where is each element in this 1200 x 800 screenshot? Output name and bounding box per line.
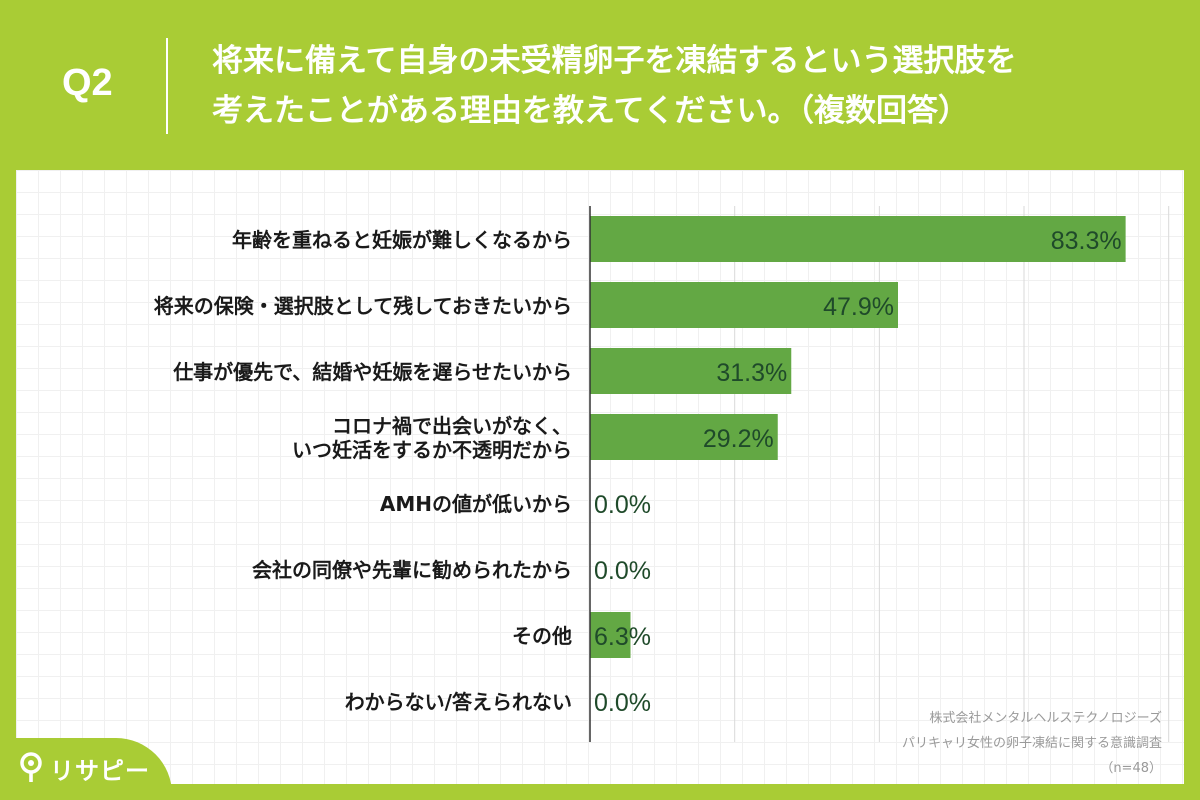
- category-label-1: 年齢を重ねると妊娠が難しくなるから: [232, 228, 572, 252]
- value-label-1: 83.3%: [1051, 227, 1122, 255]
- source-sample-size: （n=48）: [1100, 761, 1162, 776]
- header: Q2 将来に備えて自身の未受精卵子を凍結するという選択肢を 考えたことがある理由…: [0, 0, 1200, 170]
- logo-tab: [0, 738, 172, 800]
- category-label-5: AMHの値が低いから: [380, 492, 572, 516]
- chart-panel: 83.3% 年齢を重ねると妊娠が難しくなるから 47.9% 将来の保険・選択肢として残…: [16, 170, 1184, 784]
- question-title-line-2: 考えたことがある理由を教えてください。（複数回答）: [212, 93, 970, 129]
- logo: リサピー: [18, 748, 150, 788]
- logo-text: リサピー: [50, 756, 150, 785]
- source-survey: パリキャリ女性の卵子凍結に関する意識調査: [901, 736, 1162, 751]
- bar-1: [590, 216, 1126, 262]
- category-label-2: 将来の保険・選択肢として残しておきたいから: [154, 294, 572, 318]
- value-label-2: 47.9%: [823, 293, 894, 321]
- question-number: Q2: [62, 62, 113, 104]
- value-label-4: 29.2%: [703, 425, 774, 453]
- bar-2: [590, 282, 898, 328]
- question-title-line-1: 将来に備えて自身の未受精卵子を凍結するという選択肢を: [212, 43, 1017, 79]
- bar-7: [590, 612, 631, 658]
- bar-4: [590, 414, 778, 460]
- value-label-5: 0.0%: [594, 491, 651, 519]
- category-label-4-line-1: コロナ禍で出会いがなく、: [332, 414, 572, 438]
- source-note: 株式会社メンタルヘルステクノロジーズ パリキャリ女性の卵子凍結に関する意識調査 …: [902, 706, 1162, 781]
- header-divider: [166, 38, 168, 134]
- bar-3: [590, 348, 792, 394]
- source-company: 株式会社メンタルヘルステクノロジーズ: [929, 711, 1162, 726]
- question-title: 将来に備えて自身の未受精卵子を凍結するという選択肢を 考えたことがある理由を教え…: [212, 36, 1172, 136]
- value-label-3: 31.3%: [716, 359, 787, 387]
- pin-icon: [20, 752, 42, 782]
- category-label-8: わからない/答えられない: [345, 690, 572, 714]
- category-label-4-line-2: いつ妊活をするか不透明だから: [292, 438, 572, 462]
- category-label-7: その他: [512, 624, 572, 648]
- category-label-6: 会社の同僚や先輩に勧められたから: [252, 558, 572, 582]
- category-label-3: 仕事が優先で、結婚や妊娠を遅らせたいから: [172, 360, 572, 384]
- value-label-8: 0.0%: [594, 689, 651, 717]
- value-label-7: 6.3%: [594, 623, 651, 651]
- bar-chart: 83.3% 年齢を重ねると妊娠が難しくなるから 47.9% 将来の保険・選択肢として残…: [154, 206, 1170, 742]
- value-label-6: 0.0%: [594, 557, 651, 585]
